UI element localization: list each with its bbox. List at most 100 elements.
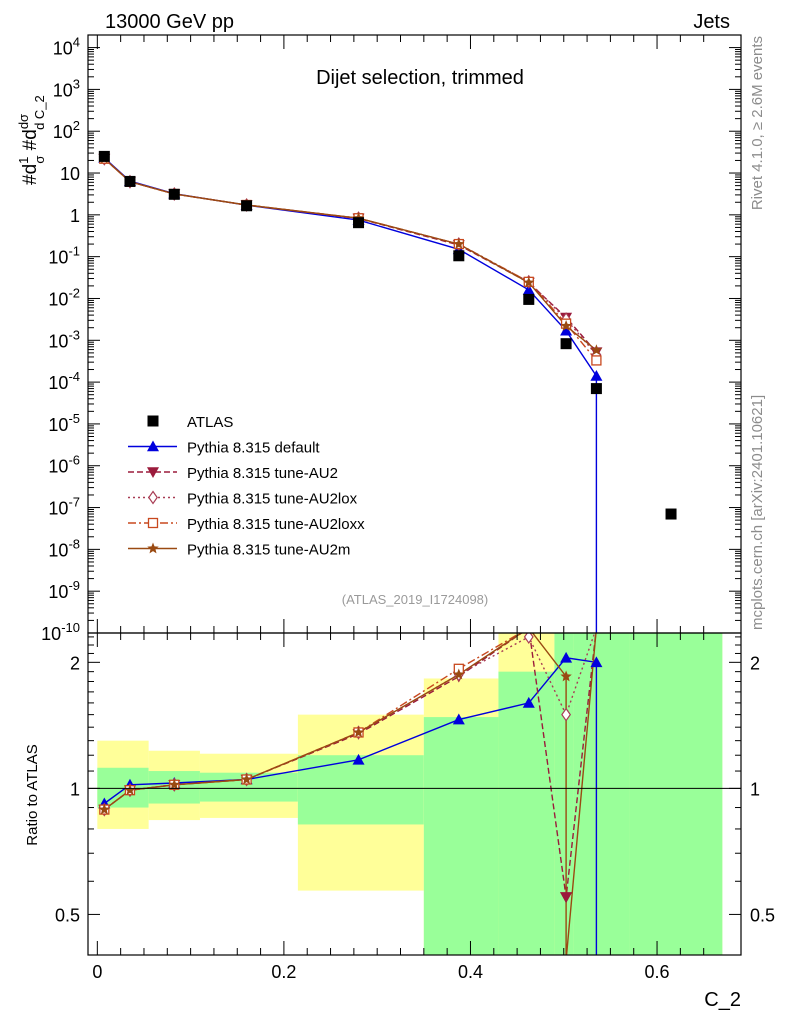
atlas-data-point-0 [98, 150, 110, 162]
atlas-data-point-3 [241, 200, 253, 212]
main-y-tick-label-3: 10-7 [48, 495, 80, 519]
legend-label-5: Pythia 8.315 tune-AU2m [187, 542, 350, 559]
legend-marker-2 [147, 467, 159, 478]
ratio-y-label: Ratio to ATLAS [24, 744, 41, 845]
atlas-data-point-4 [353, 217, 365, 229]
main-series-line-2 [103, 158, 597, 356]
legend-label-1: Pythia 8.315 default [187, 440, 320, 457]
ratio-series-4-point-2 [168, 778, 180, 790]
main-series-line-1 [103, 158, 597, 353]
ratio-y-tick-label-1: 1 [70, 779, 80, 799]
ratio-series-1-point-8 [560, 892, 573, 904]
x-axis-label: C_2 [704, 989, 741, 1011]
stat-band-6 [498, 671, 555, 955]
x-tick-label-2: 0.4 [458, 962, 483, 982]
main-y-label: #d1σ #ddσd C_2 [16, 95, 47, 185]
ratio-series-4-point-5 [453, 668, 465, 680]
atlas-data-point-5 [453, 250, 465, 262]
ratio-series-line-0 [103, 657, 598, 955]
ratio-series-4-point-1 [124, 784, 136, 796]
ratio-series-4-point-4 [352, 726, 365, 738]
main-y-tick-label-1: 10-9 [48, 578, 80, 602]
main-y-tick-label-0: 10-10 [41, 620, 80, 644]
main-series-4-point-7 [560, 320, 572, 331]
legend-marker-1 [147, 440, 159, 452]
main-y-axis: 10-10 10-9 10-8 10-7 10-6 10-5 10-4 10-3 10-2 10-… [41, 34, 741, 644]
legend-marker-4 [147, 517, 159, 529]
main-y-tick-label-12: 102 [53, 118, 80, 142]
main-y-tick-label-10: 1 [70, 206, 80, 226]
ratio-series-0-point-4 [352, 753, 365, 765]
main-plot-frame [87, 34, 742, 634]
legend-marker-5 [147, 542, 159, 554]
ratio-y-tick-label-0: 0.5 [55, 905, 80, 925]
main-series-4-point-8 [590, 344, 603, 355]
ratio-y-tick-label-right-2: 2 [750, 653, 760, 673]
main-y-tick-label-6: 10-4 [48, 369, 80, 393]
legend-label-2: Pythia 8.315 tune-AU2 [187, 465, 338, 482]
main-gridless-area [98, 150, 677, 633]
stat-band-5 [423, 717, 499, 955]
x-axis: 0 0.2 0.4 0.6 [92, 35, 705, 982]
ratio-series-area [98, 633, 603, 955]
ratio-y-tick-label-right-0: 0.5 [750, 905, 775, 925]
main-y-tick-label-11: 10 [60, 164, 80, 184]
ratio-series-line-4 [103, 633, 597, 955]
ratio-series-4-point-7 [560, 670, 572, 682]
main-y-tick-label-4: 10-6 [48, 453, 80, 477]
main-series-3-point-8 [591, 355, 602, 366]
main-y-tick-label-2: 10-8 [48, 536, 80, 560]
legend-marker-3 [148, 490, 158, 505]
ratio-series-0-point-6 [522, 696, 535, 708]
ratio-series-2-point-7 [561, 707, 572, 722]
atlas-data-point-6 [523, 293, 535, 305]
main-series-4-point-5 [453, 238, 465, 249]
x-tick-label-0: 0 [92, 962, 102, 982]
ratio-bands [97, 633, 723, 955]
ratio-y-tick-label-right-1: 1 [750, 779, 760, 799]
ratio-series-2-point-6 [523, 633, 534, 644]
legend: ATLAS Pythia 8.315 default Pythia 8.315 tu… [128, 414, 365, 559]
ratio-plot-frame [87, 632, 742, 956]
main-y-tick-label-5: 10-5 [48, 411, 80, 435]
main-series-4-point-6 [523, 276, 535, 288]
stat-band-0 [97, 767, 123, 808]
main-title: Dijet selection, trimmed [316, 67, 524, 89]
header-left: 13000 GeV pp [105, 11, 234, 33]
atlas-data-point-8 [590, 383, 602, 395]
atlas-data-point-2 [168, 188, 180, 200]
side-label-bottom: mcplots.cern.ch [arXiv:2401.10621] [749, 395, 766, 630]
ratio-series-4-point-3 [240, 773, 253, 785]
stat-band-4 [297, 755, 424, 825]
legend-label-0: ATLAS [187, 414, 233, 431]
main-y-tick-label-8: 10-2 [48, 285, 80, 309]
main-y-tick-label-7: 10-3 [48, 327, 80, 351]
ratio-series-0-point-8 [590, 656, 603, 668]
watermark: (ATLAS_2019_I1724098) [342, 592, 488, 607]
x-tick-label-3: 0.6 [645, 962, 670, 982]
main-series-0-point-8 [590, 369, 603, 381]
main-y-tick-label-14: 104 [53, 35, 80, 59]
side-label-top: Rivet 4.1.0, ≥ 2.6M events [749, 36, 766, 210]
atlas-data-point-1 [124, 175, 136, 187]
main-series-0-point-6 [522, 283, 535, 295]
stat-band-8 [573, 633, 630, 955]
legend-marker-0 [147, 415, 159, 427]
stat-band-9 [629, 633, 723, 955]
main-series-line-4 [103, 158, 597, 351]
main-series-0-point-7 [560, 324, 573, 336]
ratio-y-tick-label-2: 2 [70, 653, 80, 673]
main-y-label-text: #d1σ #ddσd C_2 [16, 95, 47, 185]
legend-label-3: Pythia 8.315 tune-AU2lox [187, 491, 358, 508]
ratio-series-4-point-0 [98, 803, 110, 815]
main-y-tick-label-13: 103 [53, 76, 80, 100]
atlas-data-point-9 [665, 508, 677, 520]
ratio-series-0-point-5 [452, 713, 465, 725]
main-series-line-0 [103, 157, 598, 633]
x-tick-label-1: 0.2 [271, 962, 296, 982]
main-y-tick-label-9: 10-1 [48, 244, 80, 268]
header-right: Jets [693, 11, 730, 33]
ratio-series-0-point-7 [560, 651, 573, 663]
atlas-data-point-7 [560, 338, 572, 350]
